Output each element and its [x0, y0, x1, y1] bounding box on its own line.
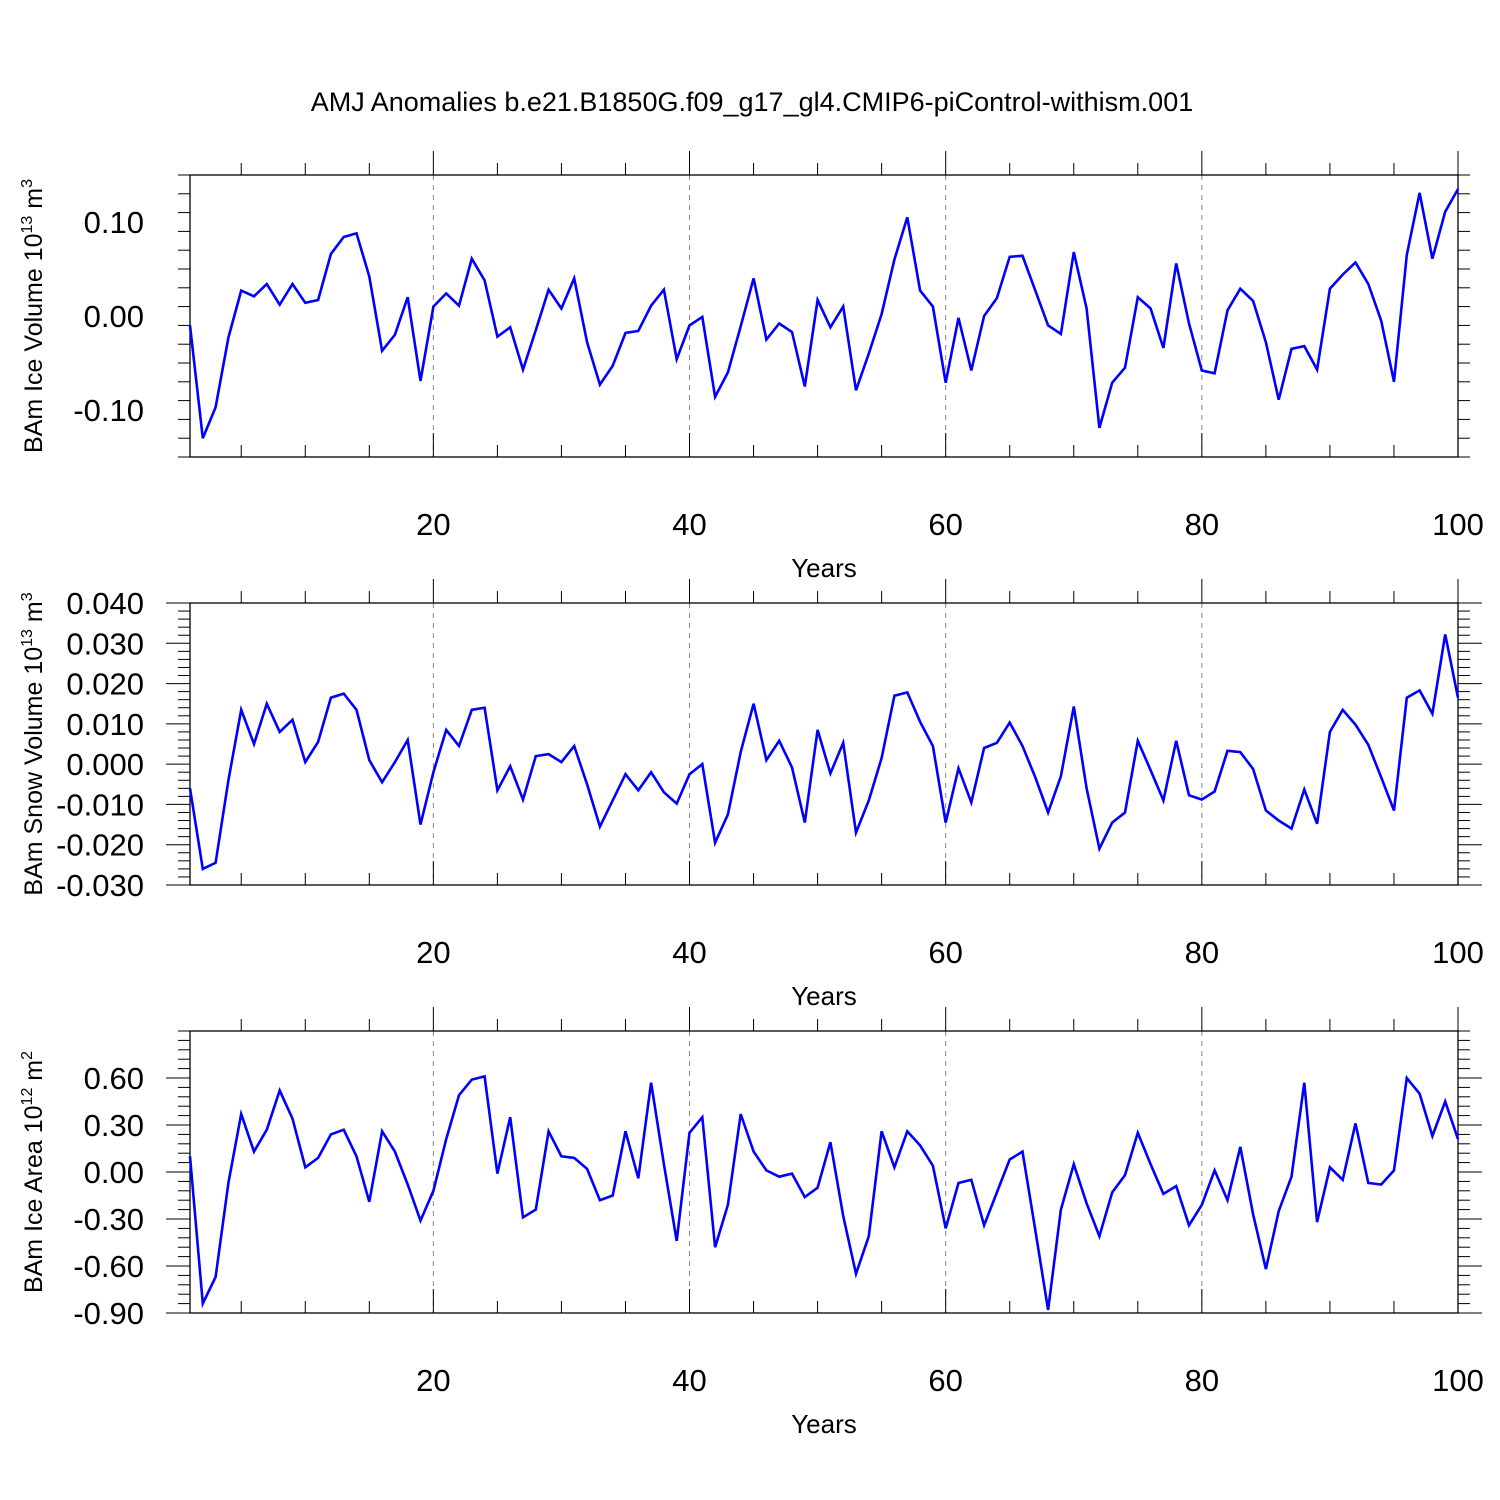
- y-axis-label-unit-exp: 3: [19, 179, 36, 188]
- y-tick-label: -0.60: [73, 1249, 144, 1284]
- x-tick-label: 20: [416, 507, 450, 542]
- x-tick-label: 80: [1185, 935, 1219, 970]
- y-tick-label: 0.000: [66, 747, 144, 782]
- y-tick-label: 0.60: [84, 1061, 144, 1096]
- panels: -0.10 0.00 0.10 20 40 60 80 100 Years BAm Ice Vol…: [19, 151, 1484, 1439]
- y-axis-label-exp: 13: [19, 629, 36, 647]
- y-tick-label: -0.10: [73, 393, 144, 428]
- y-axis-label-exp: 13: [19, 216, 36, 234]
- y-tick-label: 0.30: [84, 1108, 144, 1143]
- plot-frame: [189, 174, 1459, 458]
- x-tick-label: 20: [416, 1363, 450, 1398]
- y-axis-label-text: BAm Ice Volume 10: [20, 233, 48, 453]
- y-axis-label-unit: m: [20, 188, 48, 216]
- x-tick-label: 60: [928, 935, 962, 970]
- y-axis-label-unit: m: [20, 1060, 48, 1088]
- y-axis-label-text: BAm Ice Area 10: [20, 1105, 48, 1293]
- series-line: [188, 188, 1460, 439]
- x-tick-label: 80: [1185, 1363, 1219, 1398]
- x-axis-label: Years: [791, 981, 857, 1011]
- chart-title: AMJ Anomalies b.e21.B1850G.f09_g17_gl4.C…: [311, 87, 1193, 117]
- panel-2: -0.030 -0.020 -0.010 0.000 0.010 0.020 0.030 0.…: [19, 579, 1484, 1011]
- y-tick-label: -0.020: [56, 828, 144, 863]
- y-tick-label: -0.30: [73, 1202, 144, 1237]
- y-axis-label-unit: m: [20, 601, 48, 629]
- y-tick-label: 0.030: [66, 626, 144, 661]
- y-tick-label: 0.10: [84, 205, 144, 240]
- y-axis-label: BAm Ice Area 1012 m2: [19, 1051, 48, 1293]
- y-tick-label: 0.020: [66, 667, 144, 702]
- x-tick-label: 60: [928, 1363, 962, 1398]
- y-tick-label: 0.00: [84, 1155, 144, 1190]
- x-axis-label: Years: [791, 1409, 857, 1439]
- series-line: [188, 634, 1460, 871]
- y-axis-label-exp: 12: [19, 1088, 36, 1106]
- plot-frame: [189, 602, 1459, 886]
- y-tick-label: -0.030: [56, 868, 144, 903]
- x-tick-label: 80: [1185, 507, 1219, 542]
- panel-1: -0.10 0.00 0.10 20 40 60 80 100 Years BAm Ice Vol…: [19, 151, 1484, 583]
- x-axis-label: Years: [791, 553, 857, 583]
- y-axis-label: BAm Ice Volume 1013 m3: [19, 179, 48, 453]
- y-axis-label-unit-exp: 3: [19, 592, 36, 601]
- x-tick-label: 100: [1432, 1363, 1484, 1398]
- y-axis-label: BAm Snow Volume 1013 m3: [19, 592, 48, 895]
- x-tick-label: 100: [1432, 507, 1484, 542]
- y-tick-label: 0.00: [84, 299, 144, 334]
- panel-3: -0.90 -0.60 -0.30 0.00 0.30 0.60 20 40 60 80 100 Ye…: [19, 1007, 1484, 1439]
- x-tick-label: 40: [672, 1363, 706, 1398]
- y-tick-label: 0.010: [66, 707, 144, 742]
- x-tick-label: 40: [672, 935, 706, 970]
- x-tick-label: 40: [672, 507, 706, 542]
- y-axis-label-text: BAm Snow Volume 10: [20, 647, 48, 896]
- x-tick-label: 60: [928, 507, 962, 542]
- y-tick-label: -0.90: [73, 1296, 144, 1331]
- plot-frame: [189, 1030, 1459, 1314]
- y-tick-label: -0.010: [56, 787, 144, 822]
- series-line: [188, 1074, 1460, 1311]
- y-axis-label-unit-exp: 2: [19, 1051, 36, 1060]
- x-tick-label: 100: [1432, 935, 1484, 970]
- y-tick-label: 0.040: [66, 586, 144, 621]
- x-tick-label: 20: [416, 935, 450, 970]
